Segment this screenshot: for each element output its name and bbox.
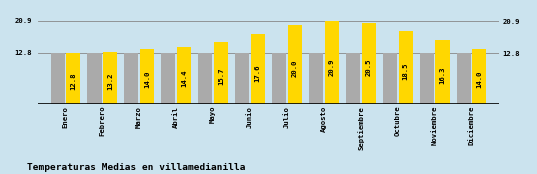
Text: 14.0: 14.0 (144, 71, 150, 88)
Text: 20.9: 20.9 (14, 18, 32, 24)
Bar (198, 53, 212, 104)
Bar (361, 23, 376, 104)
Bar (50, 53, 64, 104)
Text: 20.5: 20.5 (366, 59, 372, 76)
Bar (251, 34, 265, 104)
Text: 18.5: 18.5 (403, 62, 409, 80)
Bar (214, 42, 228, 104)
Text: 15.7: 15.7 (218, 68, 224, 85)
Bar (88, 53, 101, 104)
Text: 14.4: 14.4 (181, 70, 187, 87)
Bar (398, 31, 412, 104)
Bar (383, 53, 397, 104)
Text: Temperaturas Medias en villamedianilla: Temperaturas Medias en villamedianilla (27, 163, 245, 172)
Text: 20.0: 20.0 (292, 60, 297, 77)
Text: 12.8: 12.8 (14, 50, 32, 57)
Bar (66, 53, 80, 104)
Bar (161, 53, 176, 104)
Bar (346, 53, 360, 104)
Bar (309, 53, 323, 104)
Text: 17.6: 17.6 (255, 64, 261, 82)
Bar (325, 21, 339, 104)
Bar (125, 53, 139, 104)
Text: 13.2: 13.2 (107, 72, 113, 90)
Bar (457, 53, 471, 104)
Bar (177, 47, 191, 104)
Bar (140, 49, 154, 104)
Text: 12.8: 12.8 (70, 73, 76, 90)
Text: 16.3: 16.3 (439, 66, 446, 84)
Bar (235, 53, 249, 104)
Bar (272, 53, 286, 104)
Bar (103, 52, 117, 104)
Bar (473, 49, 487, 104)
Bar (436, 39, 449, 104)
Bar (288, 25, 302, 104)
Text: 14.0: 14.0 (476, 71, 482, 88)
Bar (420, 53, 434, 104)
Text: 20.9: 20.9 (329, 58, 335, 76)
